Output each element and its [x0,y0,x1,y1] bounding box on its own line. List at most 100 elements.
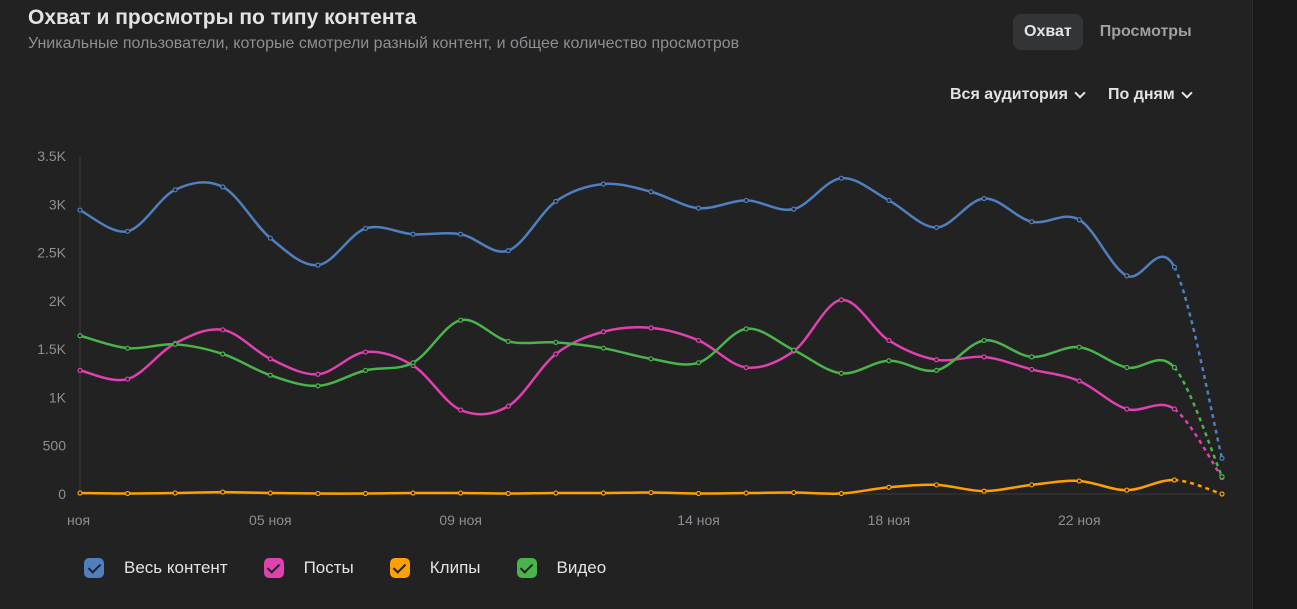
data-point [1124,273,1130,279]
series-forecast-line-0 [1173,266,1224,459]
legend-item-posts[interactable]: Посты [263,558,354,578]
data-point [77,490,83,496]
checkbox-icon [84,558,104,578]
chart-title: Охват и просмотры по типу контента [28,6,417,29]
data-point [505,490,511,497]
series-forecast-line-3 [1173,366,1224,478]
data-point [77,367,83,373]
y-tick-label: 3.5K [37,148,66,164]
right-panel-edge [1252,0,1297,609]
series-forecast-line-2 [1174,478,1223,496]
data-point [1076,478,1082,484]
data-point [695,205,702,211]
data-point [1219,474,1225,480]
data-point [267,372,273,378]
tab-views[interactable]: Просмотры [1099,23,1192,40]
data-point [981,195,987,202]
data-point [172,490,178,496]
data-point [220,489,226,495]
data-point [1124,364,1130,371]
data-point [933,482,940,488]
data-point [1171,477,1178,483]
data-point [124,345,131,351]
data-point [505,403,511,409]
data-point [1124,487,1130,493]
data-point [124,228,131,234]
data-point [553,490,559,496]
data-point [838,370,844,376]
data-point [362,349,369,355]
data-point [743,197,749,204]
data-point [362,225,369,232]
data-point [1171,264,1178,270]
period-dropdown[interactable]: По дням [1108,86,1193,104]
data-point [1076,344,1082,350]
data-point [458,231,464,237]
data-point [1171,364,1178,371]
x-tick-label: 14 ноя [677,512,720,528]
data-point [1076,378,1082,384]
data-point [172,187,178,193]
data-point [743,326,749,332]
series-line-2 [79,478,1175,496]
legend: Весь контент Посты Клипы Видео [84,558,642,578]
data-point [220,351,226,357]
data-point [1171,406,1178,412]
y-tick-label: 1K [49,389,67,405]
data-point [838,490,844,497]
series-line-0 [79,176,1176,278]
y-tick-label: 500 [43,438,67,454]
data-point [505,338,511,345]
data-point [838,297,844,303]
data-point [1029,366,1035,373]
data-point [886,337,892,344]
data-point [695,360,702,366]
checkbox-icon [389,558,410,578]
data-point [648,356,654,362]
y-tick-label: 2K [49,293,67,309]
y-tick-label: 0 [58,486,66,502]
data-point [124,376,131,382]
data-point [410,231,416,237]
legend-label: Весь контент [124,558,228,577]
data-point [1124,406,1130,412]
legend-item-all[interactable]: Весь контент [84,558,228,578]
data-point [1076,217,1082,223]
filters: Вся аудитория По дням [950,86,1193,104]
x-tick-label: 05 ноя [249,512,292,528]
data-point [600,181,607,187]
x-tick-label: 09 ноя [439,512,482,528]
data-point [600,329,607,335]
series-forecast-line-1 [1173,408,1224,479]
data-point [791,489,797,496]
legend-item-clips[interactable]: Клипы [389,558,481,578]
data-point [600,490,607,496]
data-point [458,490,464,496]
tab-reach[interactable]: Охват [1013,14,1083,50]
data-point [981,337,987,344]
audience-dropdown[interactable]: Вся аудитория [950,86,1086,104]
x-tick-label: 18 ноя [868,512,911,528]
data-point [648,489,654,496]
data-point [886,484,892,490]
data-point [315,383,321,389]
data-point [933,367,940,373]
y-tick-label: 3K [49,196,67,212]
data-point [362,367,369,373]
data-point [553,198,559,204]
chart-subtitle: Уникальные пользователи, которые смотрел… [28,35,740,52]
data-point [505,248,511,254]
data-point [315,490,321,497]
data-point [1029,354,1035,360]
series-line-1 [79,298,1176,416]
data-point [553,339,559,345]
data-point [220,327,226,333]
data-point [648,325,654,331]
data-point [886,197,892,204]
data-point [933,224,940,231]
data-point [410,360,416,366]
data-point [981,354,987,360]
legend-item-video[interactable]: Видео [516,558,606,578]
data-point [695,490,702,497]
